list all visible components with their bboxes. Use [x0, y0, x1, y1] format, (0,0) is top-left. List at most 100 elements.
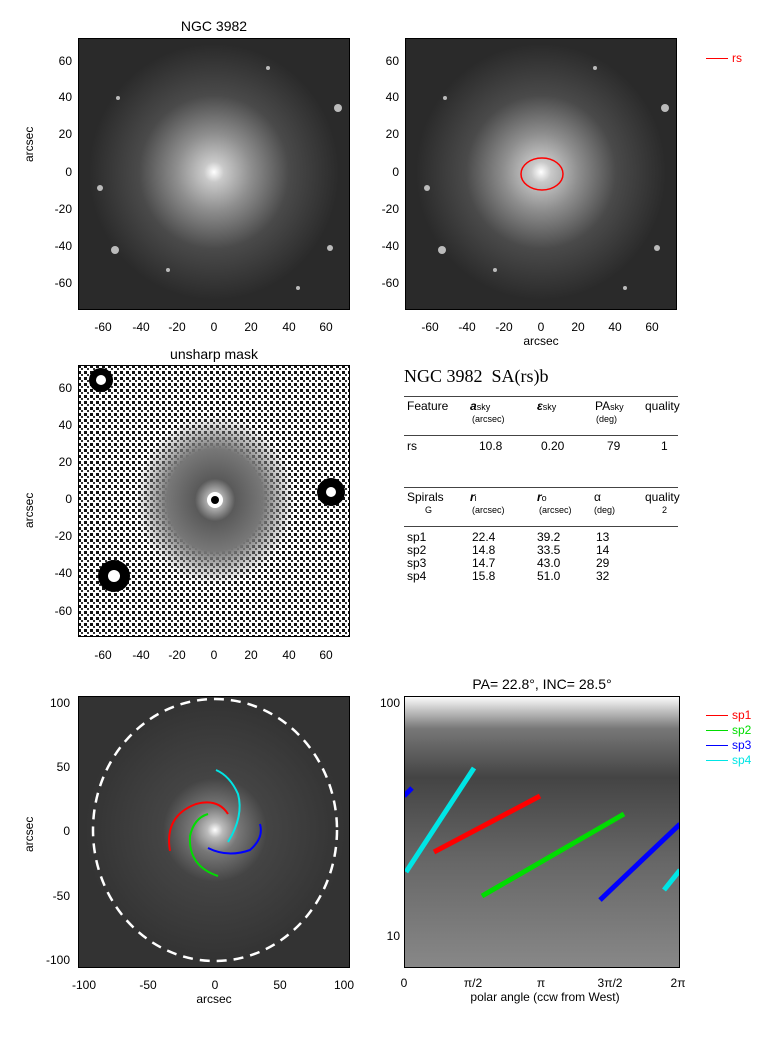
panel1-title: NGC 3982: [180, 18, 248, 34]
hdr-alpha: α: [594, 490, 601, 504]
ytick: 20: [58, 455, 72, 469]
xtick: 2π: [670, 976, 686, 990]
table-rule: [404, 435, 678, 436]
sp-alpha: 32: [596, 569, 610, 583]
hdr-spirals-g: G: [425, 505, 433, 515]
ytick: 100: [379, 696, 400, 710]
xtick: 60: [645, 320, 659, 334]
polar-angle-plot: [404, 696, 680, 968]
ytick: -100: [45, 953, 70, 967]
sp-alpha: 14: [596, 543, 610, 557]
ytick: 0: [65, 492, 72, 506]
xtick: -40: [458, 320, 476, 334]
xtick: 0: [537, 320, 545, 334]
ring-e: 0.20: [541, 439, 565, 453]
xtick: -20: [495, 320, 513, 334]
legend-sp2-label: sp2: [732, 723, 752, 737]
xtick: -60: [94, 648, 112, 662]
hdr-a: a: [470, 399, 477, 413]
xtick: 40: [608, 320, 622, 334]
panel5-xlabel: arcsec: [196, 992, 232, 1006]
xtick: -20: [168, 648, 186, 662]
xtick: -60: [94, 320, 112, 334]
xtick: 0: [211, 978, 219, 992]
hdr-quality2: quality: [645, 490, 680, 504]
hdr-ro-sub: o: [541, 493, 547, 503]
xtick: 0: [400, 976, 408, 990]
spiral-arm-sp3: [207, 823, 262, 855]
xtick: -20: [168, 320, 186, 334]
legend-rs-label: rs: [732, 51, 742, 65]
ytick: -20: [54, 529, 72, 543]
xtick: 50: [273, 978, 287, 992]
ytick: 100: [49, 696, 70, 710]
spiral-arm-sp2: [188, 813, 219, 877]
panel6-frame: [404, 696, 680, 968]
xtick: 20: [571, 320, 585, 334]
sp-ro: 33.5: [537, 543, 561, 557]
ytick: 20: [385, 127, 399, 141]
xtick: 0: [210, 320, 218, 334]
legend-sp3-line: [706, 745, 728, 746]
xtick: 100: [333, 978, 355, 992]
panel3-title: unsharp mask: [170, 346, 258, 362]
ring-a: 10.8: [479, 439, 503, 453]
ytick: 40: [58, 418, 72, 432]
ytick: -40: [381, 239, 399, 253]
ring-quality: 1: [661, 439, 668, 453]
panel6-title: PA= 22.8°, INC= 28.5°: [472, 676, 612, 692]
panel6-xlabel: polar angle (ccw from West): [470, 990, 620, 1004]
sp-ri: 14.8: [472, 543, 496, 557]
panel5-ylabel: arcsec: [22, 816, 36, 852]
spiral-arm-sp4: [215, 769, 241, 843]
hdr-pa-unit: (deg): [596, 414, 618, 424]
panel1-frame: [78, 38, 350, 310]
xtick: 60: [319, 648, 333, 662]
xtick: 40: [282, 648, 296, 662]
xtick: 0: [210, 648, 218, 662]
xtick: 3π/2: [597, 976, 623, 990]
sp-name: sp2: [407, 543, 427, 557]
hdr-eps-sub: sky: [542, 402, 557, 412]
ytick: 0: [63, 824, 70, 838]
spiral-arm-sp1: [168, 801, 229, 852]
ytick: -20: [381, 202, 399, 216]
xtick: 20: [244, 320, 258, 334]
xtick: -100: [71, 978, 97, 992]
sp-ro: 39.2: [537, 530, 561, 544]
ring-feature: rs: [407, 439, 417, 453]
legend-sp3-label: sp3: [732, 738, 752, 752]
spiral-overlay-image: [78, 696, 350, 968]
ytick: 0: [65, 165, 72, 179]
xtick: -40: [132, 648, 150, 662]
ytick: -20: [54, 202, 72, 216]
hdr-quality2-val: 2: [662, 505, 668, 515]
legend-sp4-line: [706, 760, 728, 761]
galaxy-image-2: [405, 38, 677, 310]
ytick: 20: [58, 127, 72, 141]
ytick: -60: [54, 276, 72, 290]
ytick: 10: [386, 929, 400, 943]
line-sp1: [432, 793, 542, 855]
unsharp-mask-image: [78, 365, 350, 637]
line-sp3-a: [404, 786, 414, 798]
sp-name: sp3: [407, 556, 427, 570]
hdr-pa-sub: sky: [610, 402, 624, 412]
ytick: -60: [54, 604, 72, 618]
hdr-spirals: Spirals: [407, 490, 444, 504]
ring-rs-ellipse: [520, 157, 564, 191]
line-sp3-b: [598, 822, 680, 902]
ytick: 60: [58, 381, 72, 395]
panel1-ylabel: arcsec: [22, 126, 36, 162]
hdr-a-unit: (arcsec): [472, 414, 505, 424]
ytick: 40: [58, 90, 72, 104]
hdr-a-sub: sky: [476, 402, 491, 412]
hdr-pa: PA: [595, 399, 611, 413]
hdr-quality: quality: [645, 399, 680, 413]
panel3-frame: [78, 365, 350, 637]
panel2-xlabel: arcsec: [523, 334, 559, 348]
table-title: NGC 3982 SA(rs)b: [404, 366, 549, 386]
hdr-alpha-unit: (deg): [594, 505, 616, 515]
hdr-ri-unit: (arcsec): [472, 505, 505, 515]
table-rule: [404, 526, 678, 527]
